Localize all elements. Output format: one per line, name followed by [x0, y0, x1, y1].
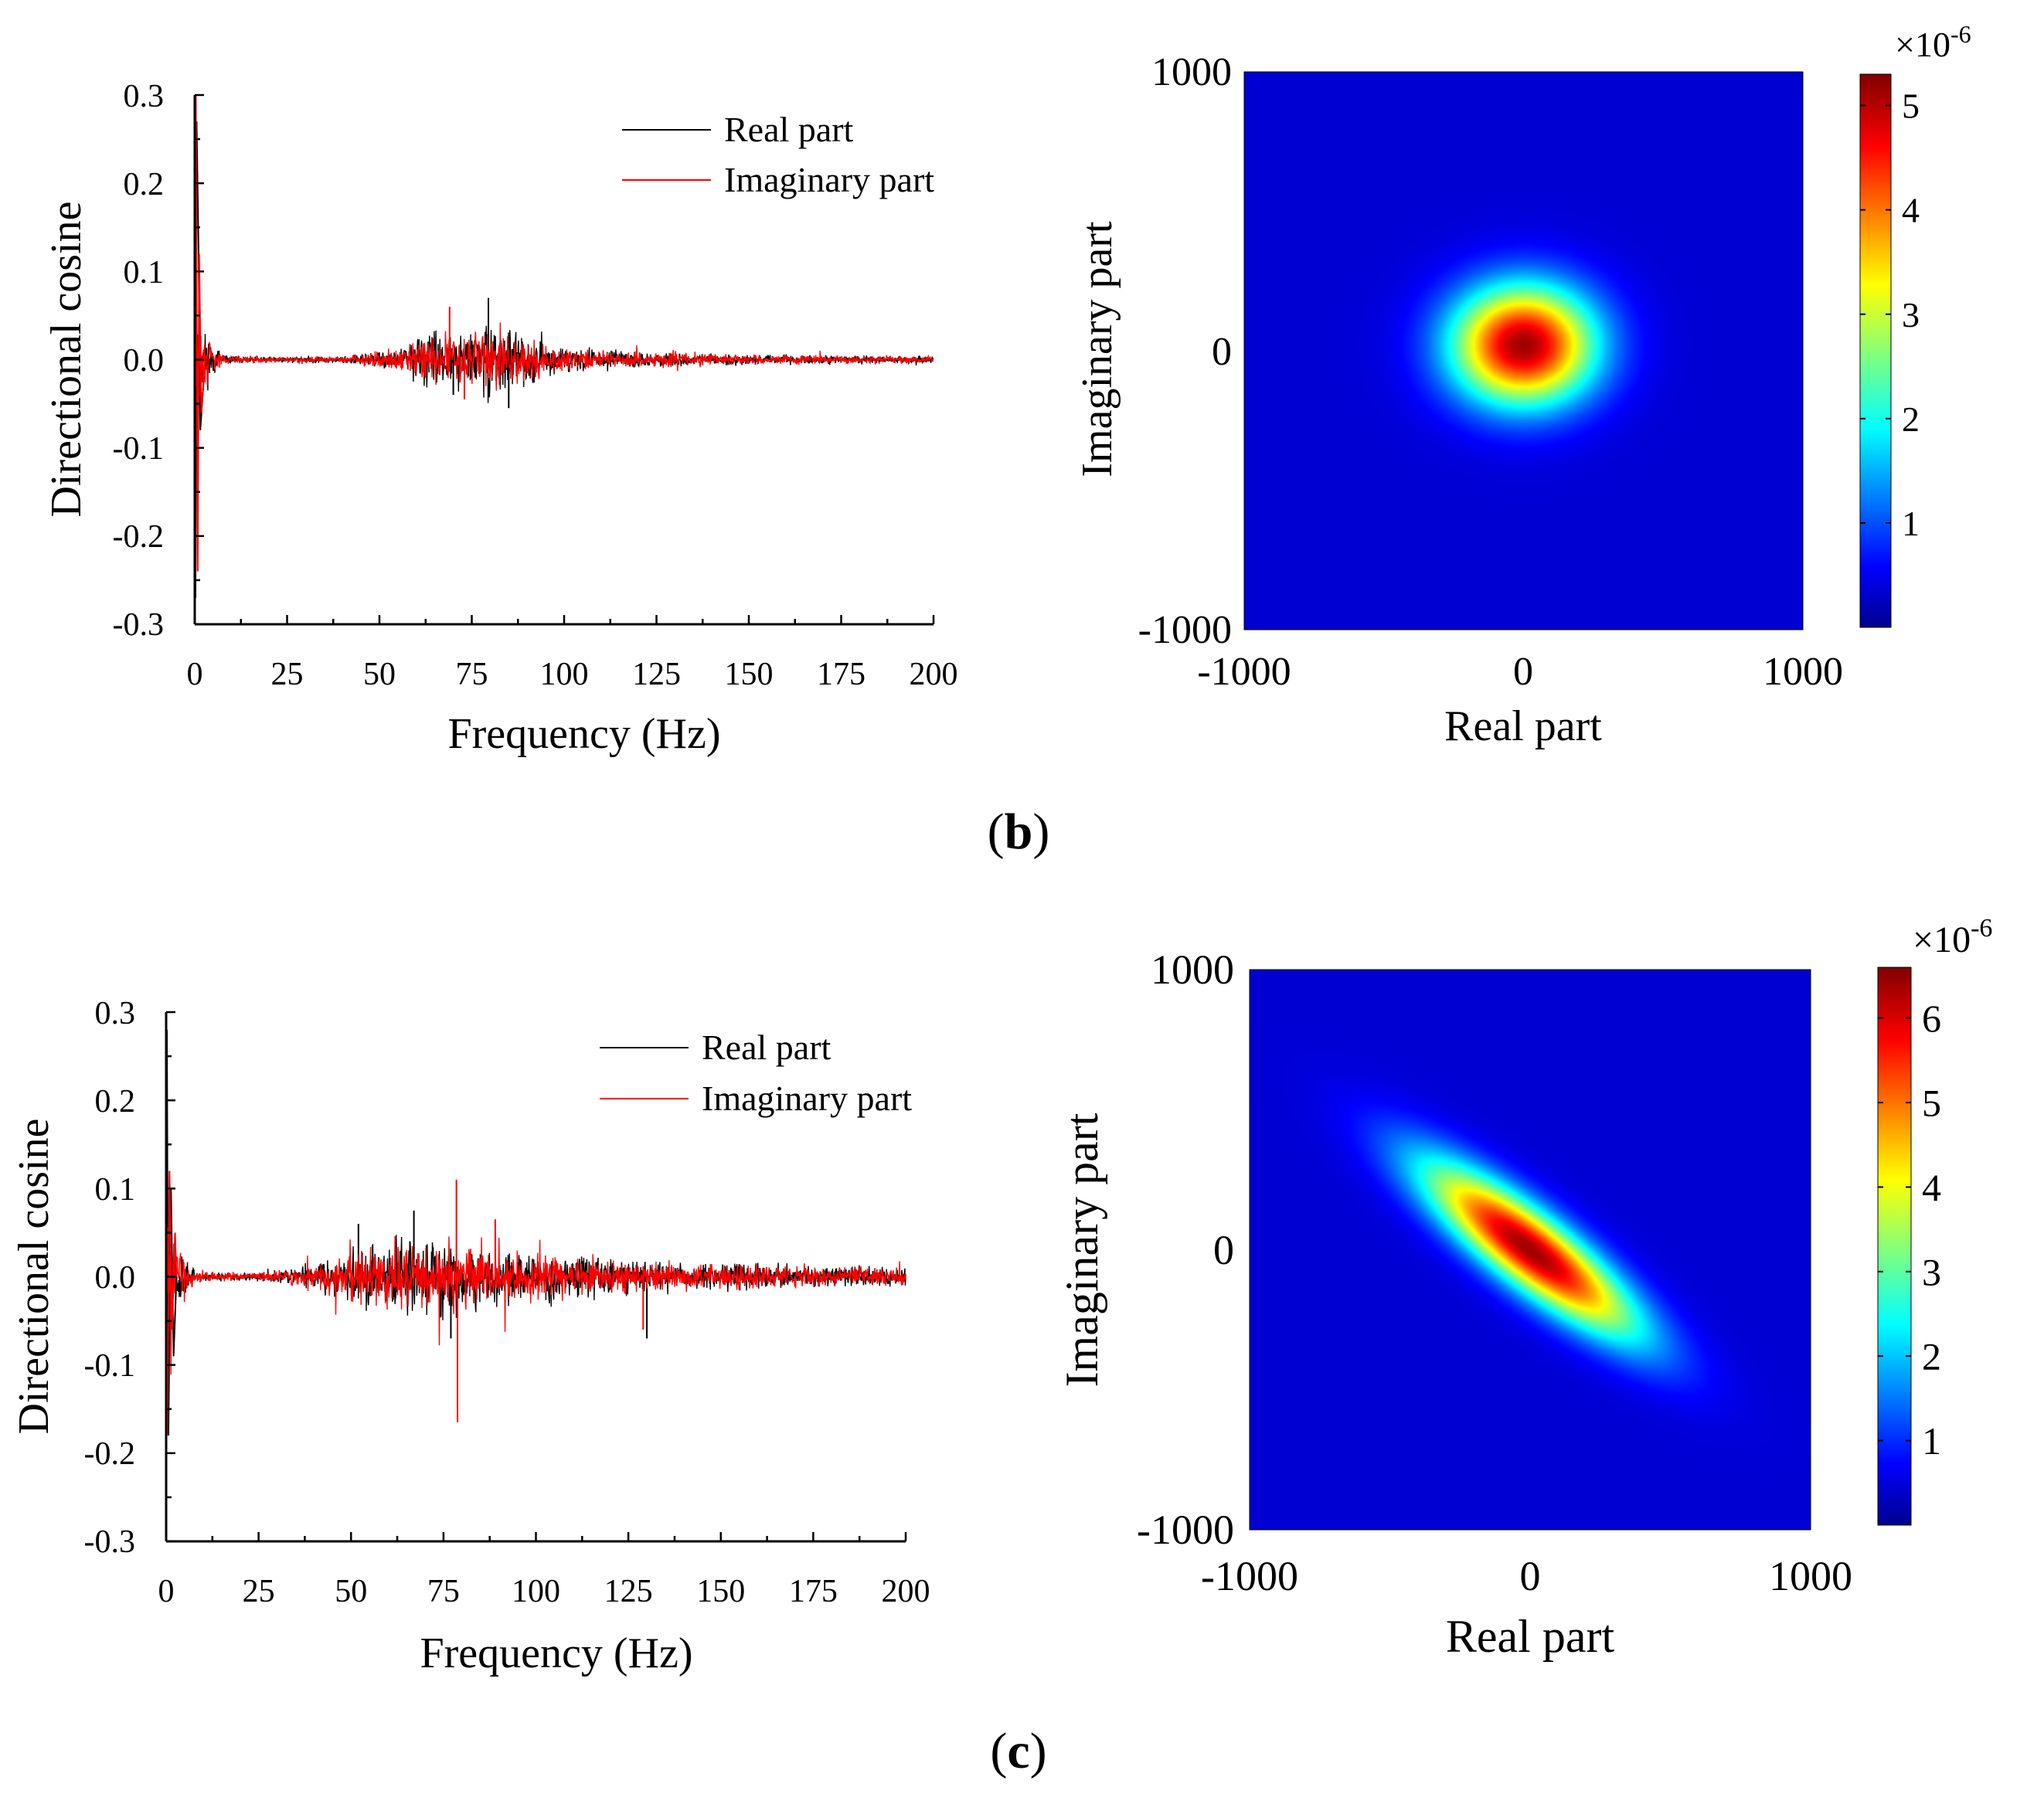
colorbar-tick-label: 5	[1902, 87, 1920, 126]
y-tick-label: 0.3	[95, 996, 136, 1031]
heatmap-image	[1244, 72, 1803, 630]
x-tick-label: 25	[271, 657, 304, 692]
y-axis-label: Imaginary part	[1056, 1113, 1107, 1387]
y-tick-labels: 1000 0 -1000	[1137, 946, 1234, 1553]
chart-c-right: 1000 0 -1000 -1000 0 1000 Real part Imag…	[1056, 914, 1992, 1662]
x-tick-label: 175	[817, 657, 866, 692]
x-tick-label: 150	[725, 657, 774, 692]
x-tick-label: 150	[696, 1574, 745, 1609]
x-tick-label: 125	[632, 657, 681, 692]
colorbar-tick-label: 1	[1922, 1419, 1941, 1463]
y-tick-label: -1000	[1137, 1507, 1234, 1553]
heatmap-image	[1250, 970, 1811, 1530]
x-tick-label: 100	[512, 1574, 560, 1609]
x-tick-label: 200	[910, 657, 958, 692]
x-tick-label: 0	[1520, 1553, 1541, 1599]
colorbar-tick-label: 5	[1922, 1082, 1941, 1125]
y-tick-labels: 1000 0 -1000	[1138, 50, 1232, 652]
y-tick-labels: 0.3 0.2 0.1 0.0 -0.1 -0.2 -0.3	[113, 79, 165, 643]
legend-label-real: Real part	[702, 1028, 832, 1067]
y-tick-label: -0.1	[84, 1348, 136, 1384]
y-tick-label: -0.3	[84, 1524, 136, 1560]
chart-b-left: 0.3 0.2 0.1 0.0 -0.1 -0.2 -0.3 0 25 50 7…	[43, 79, 958, 758]
heatmap-frame	[1243, 71, 1804, 630]
x-tick-labels: -1000 0 1000	[1201, 1553, 1852, 1599]
colorbar-tick-label: 4	[1922, 1166, 1941, 1209]
x-axis-label: Frequency (Hz)	[420, 1629, 693, 1677]
y-tick-label: 0	[1212, 330, 1232, 374]
x-tick-label: 50	[363, 657, 396, 692]
colorbar-tick-label: 1	[1902, 504, 1920, 543]
x-tick-label: 200	[882, 1574, 930, 1609]
x-tick-label: 100	[540, 657, 589, 692]
y-tick-label: -0.2	[113, 519, 165, 555]
y-tick-labels: 0.3 0.2 0.1 0.0 -0.1 -0.2 -0.3	[84, 996, 136, 1560]
x-tick-label: 0	[187, 657, 203, 692]
chart-b-right: 1000 0 -1000 -1000 0 1000 Real part Imag…	[1073, 20, 1971, 750]
x-tick-label: -1000	[1201, 1553, 1298, 1599]
y-tick-label: 0.0	[124, 343, 165, 379]
x-tick-label: 0	[1513, 650, 1533, 694]
colorbar	[1877, 967, 1912, 1526]
colorbar-exponent: ×10-6	[1895, 20, 1971, 64]
legend: Real part Imaginary part	[600, 1028, 912, 1118]
x-tick-label: 0	[158, 1574, 175, 1609]
colorbar-tick-label: 3	[1922, 1250, 1941, 1293]
colorbar-ticks: 1 2 3 4 5 6	[1878, 997, 1941, 1463]
x-axis-label: Frequency (Hz)	[448, 710, 721, 758]
y-axis-label: Directional cosine	[10, 1119, 58, 1435]
colorbar	[1859, 73, 1892, 628]
colorbar-tick-label: 2	[1922, 1335, 1941, 1378]
legend-label-imaginary: Imaginary part	[702, 1079, 912, 1118]
x-tick-label: 125	[604, 1574, 653, 1609]
y-tick-label: 0.3	[124, 79, 165, 114]
series-line	[194, 322, 934, 401]
heatmap-frame	[1249, 969, 1811, 1531]
y-tick-label: -1000	[1138, 608, 1232, 652]
x-tick-label: 1000	[1763, 650, 1843, 694]
x-axis-label: Real part	[1446, 1611, 1615, 1662]
y-tick-label: 0	[1213, 1227, 1234, 1273]
y-tick-label: -0.3	[113, 607, 165, 643]
colorbar-tick-label: 4	[1902, 191, 1920, 230]
y-tick-label: 0.2	[124, 167, 165, 202]
legend: Real part Imaginary part	[622, 110, 934, 199]
x-axis-label: Real part	[1444, 702, 1602, 750]
y-tick-label: -0.2	[84, 1436, 136, 1472]
y-tick-label: -0.1	[113, 431, 165, 467]
x-tick-labels: 0 25 50 75 100 125 150 175 200	[187, 657, 958, 692]
y-tick-label: 1000	[1151, 50, 1232, 94]
y-tick-label: 0.1	[124, 255, 165, 291]
x-tick-labels: -1000 0 1000	[1197, 650, 1843, 694]
y-axis-label: Directional cosine	[43, 202, 90, 518]
x-tick-label: -1000	[1197, 650, 1291, 694]
y-axis-label: Imaginary part	[1073, 221, 1121, 477]
x-tick-label: 1000	[1769, 1553, 1852, 1599]
colorbar-tick-label: 3	[1902, 295, 1920, 335]
x-tick-label: 175	[789, 1574, 838, 1609]
y-tick-label: 0.1	[95, 1172, 136, 1208]
x-tick-label: 50	[335, 1574, 367, 1609]
chart-c-left: 0.3 0.2 0.1 0.0 -0.1 -0.2 -0.3 0 25 50 7…	[10, 996, 930, 1677]
colorbar-tick-label: 6	[1922, 997, 1941, 1040]
ticks	[193, 93, 935, 626]
legend-label-real: Real part	[724, 110, 854, 149]
y-tick-label: 0.2	[95, 1084, 136, 1120]
colorbar-exponent: ×10-6	[1913, 914, 1992, 960]
x-tick-labels: 0 25 50 75 100 125 150 175 200	[158, 1574, 930, 1609]
x-tick-label: 25	[243, 1574, 275, 1609]
x-tick-label: 75	[427, 1574, 460, 1609]
y-tick-label: 1000	[1151, 946, 1234, 993]
legend-label-imaginary: Imaginary part	[724, 160, 934, 199]
x-tick-label: 75	[456, 657, 488, 692]
panel-label-c: (c)	[990, 1723, 1046, 1779]
ticks	[165, 1011, 907, 1543]
panel-label-b: (b)	[988, 804, 1050, 860]
y-tick-label: 0.0	[95, 1260, 136, 1296]
colorbar-ticks: 1 2 3 4 5	[1860, 87, 1920, 543]
colorbar-tick-label: 2	[1902, 399, 1920, 439]
series-line	[165, 1227, 906, 1375]
